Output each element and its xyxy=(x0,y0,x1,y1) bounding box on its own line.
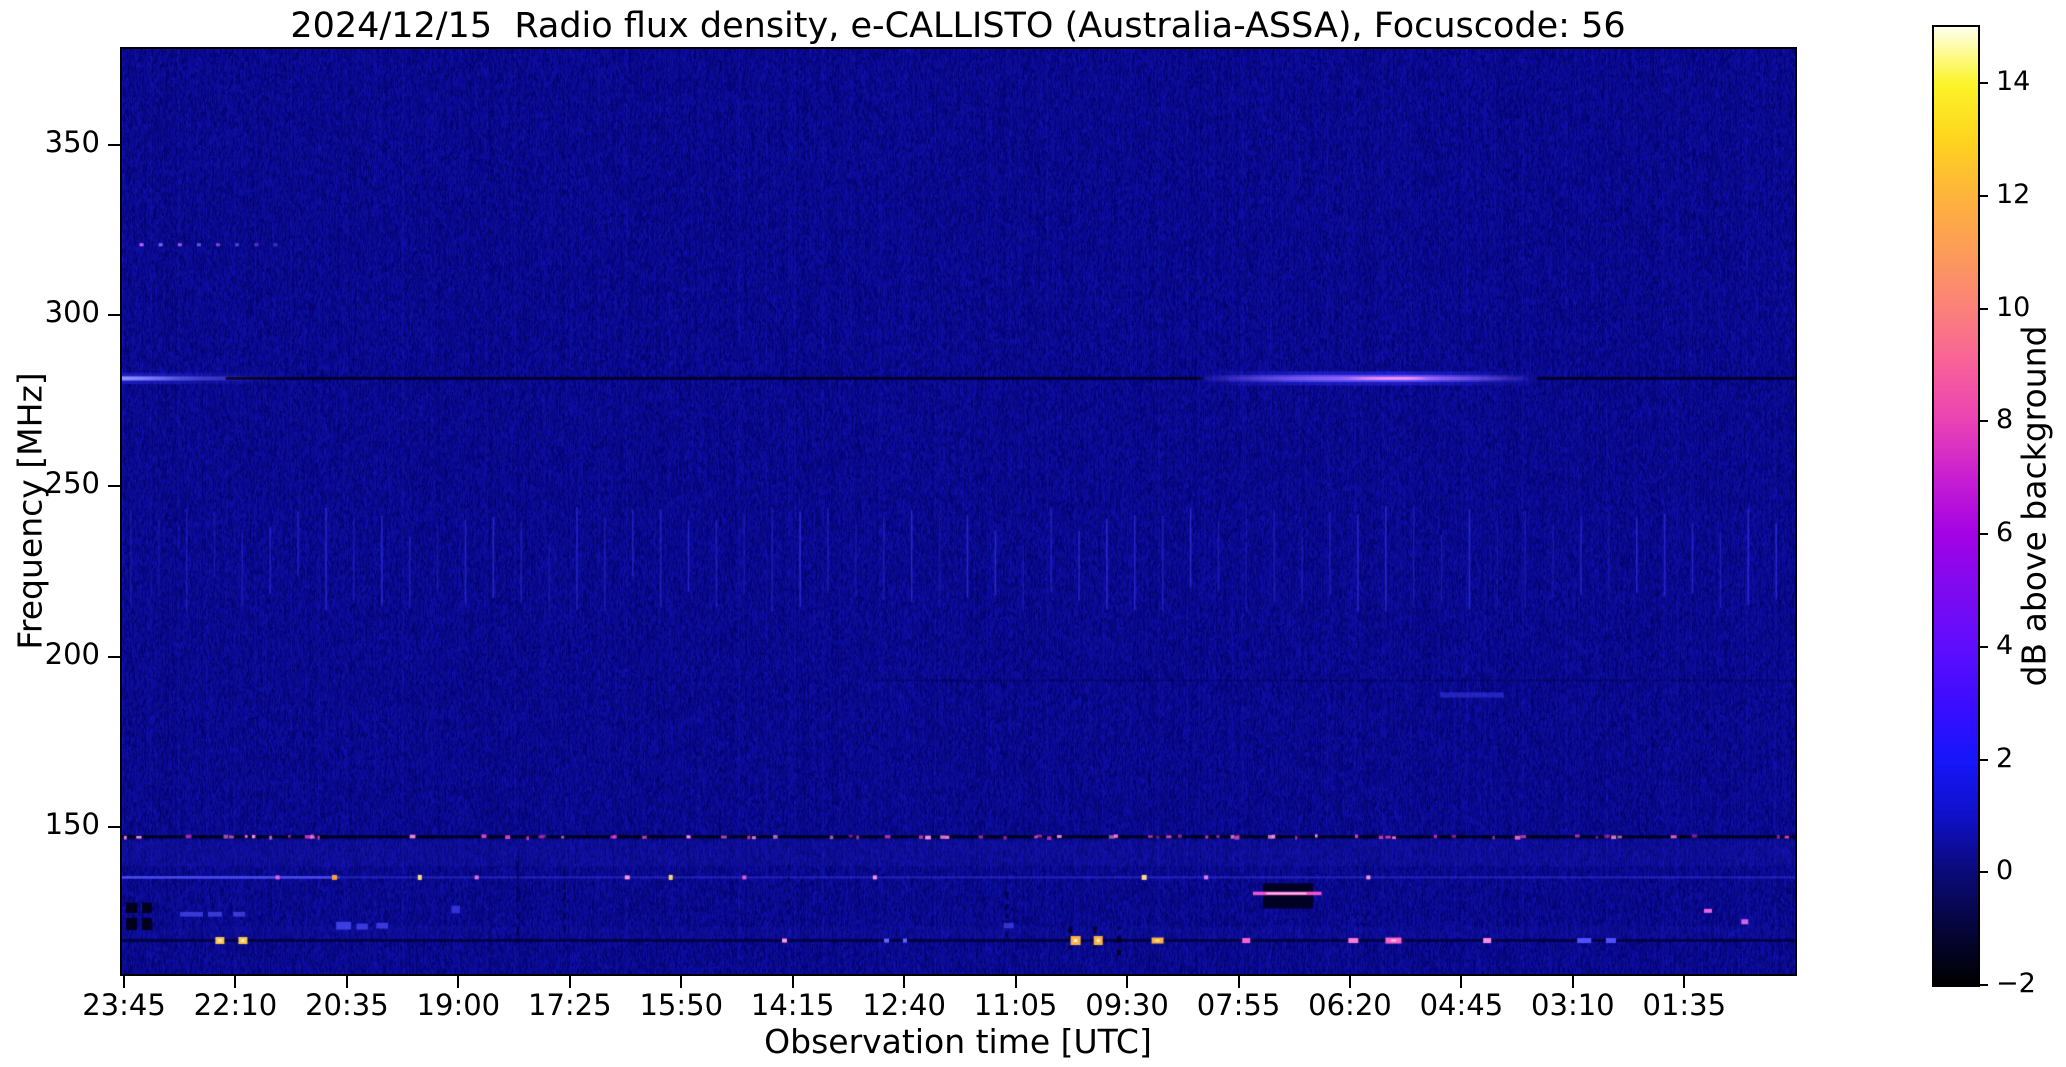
colorbar-tick-label: 10 xyxy=(1996,291,2031,323)
colorbar-tick-mark xyxy=(1980,420,1988,423)
colorbar-tick-mark xyxy=(1980,758,1988,761)
x-tick-label: 22:10 xyxy=(193,988,278,1022)
x-tick-label: 07:55 xyxy=(1196,988,1281,1022)
x-tick-label: 11:05 xyxy=(973,988,1058,1022)
x-tick-label: 14:15 xyxy=(750,988,835,1022)
x-tick-mark xyxy=(791,976,794,988)
y-tick-mark xyxy=(108,484,120,487)
x-axis-label: Observation time [UTC] xyxy=(764,1022,1152,1061)
y-tick-label: 150 xyxy=(44,807,100,842)
colorbar-tick-label: −2 xyxy=(1996,968,2036,999)
y-tick-mark xyxy=(108,826,120,829)
x-tick-mark xyxy=(345,976,348,988)
colorbar-tick-label: 8 xyxy=(1996,404,2014,436)
x-tick-mark xyxy=(568,976,571,988)
x-tick-label: 20:35 xyxy=(305,988,389,1022)
colorbar xyxy=(1932,25,1980,987)
plot-area xyxy=(120,47,1797,976)
x-tick-label: 04:45 xyxy=(1419,988,1504,1022)
colorbar-tick-label: 14 xyxy=(1996,66,2031,98)
y-tick-mark xyxy=(108,314,120,317)
x-tick-label: 12:40 xyxy=(862,988,946,1022)
x-tick-mark xyxy=(1460,976,1463,988)
x-tick-label: 15:50 xyxy=(639,988,724,1022)
x-tick-label: 03:10 xyxy=(1531,988,1615,1022)
colorbar-tick-mark xyxy=(1980,984,1988,986)
y-tick-mark xyxy=(108,655,120,658)
x-tick-mark xyxy=(1571,976,1574,988)
x-tick-mark xyxy=(1014,976,1017,988)
x-tick-label: 19:00 xyxy=(416,988,501,1022)
x-tick-mark xyxy=(123,976,125,988)
y-tick-label: 250 xyxy=(44,465,100,500)
colorbar-tick-mark xyxy=(1980,871,1988,874)
y-tick-mark xyxy=(108,143,120,146)
colorbar-tick-mark xyxy=(1980,195,1988,198)
colorbar-tick-label: 0 xyxy=(1996,855,2014,887)
x-tick-mark xyxy=(903,976,906,988)
spectrogram-canvas xyxy=(122,49,1795,974)
x-tick-label: 09:30 xyxy=(1085,988,1169,1022)
y-tick-label: 300 xyxy=(44,295,100,330)
colorbar-tick-label: 4 xyxy=(1996,629,2014,661)
x-tick-mark xyxy=(680,976,683,988)
x-tick-mark xyxy=(234,976,237,988)
x-tick-mark xyxy=(1683,976,1686,988)
x-tick-label: 06:20 xyxy=(1308,988,1392,1022)
colorbar-tick-mark xyxy=(1980,82,1988,85)
y-axis-label: Frequency [MHz] xyxy=(10,372,50,650)
y-tick-label: 200 xyxy=(44,636,100,671)
colorbar-tick-label: 12 xyxy=(1996,179,2031,211)
x-tick-mark xyxy=(1237,976,1240,988)
x-tick-mark xyxy=(457,976,460,988)
x-tick-mark xyxy=(1348,976,1351,988)
y-tick-label: 350 xyxy=(44,124,100,159)
x-tick-mark xyxy=(1126,976,1129,988)
chart-title: 2024/12/15 Radio flux density, e-CALLIST… xyxy=(290,6,1626,46)
colorbar-tick-mark xyxy=(1980,533,1988,536)
colorbar-tick-mark xyxy=(1980,645,1988,648)
colorbar-tick-label: 2 xyxy=(1996,742,2014,774)
x-tick-label: 23:45 xyxy=(82,988,166,1022)
x-tick-label: 01:35 xyxy=(1642,988,1727,1022)
colorbar-gradient xyxy=(1934,27,1978,985)
x-tick-label: 17:25 xyxy=(528,988,612,1022)
colorbar-label: dB above background xyxy=(2014,325,2054,687)
colorbar-tick-label: 6 xyxy=(1996,517,2014,549)
colorbar-tick-mark xyxy=(1980,307,1988,310)
